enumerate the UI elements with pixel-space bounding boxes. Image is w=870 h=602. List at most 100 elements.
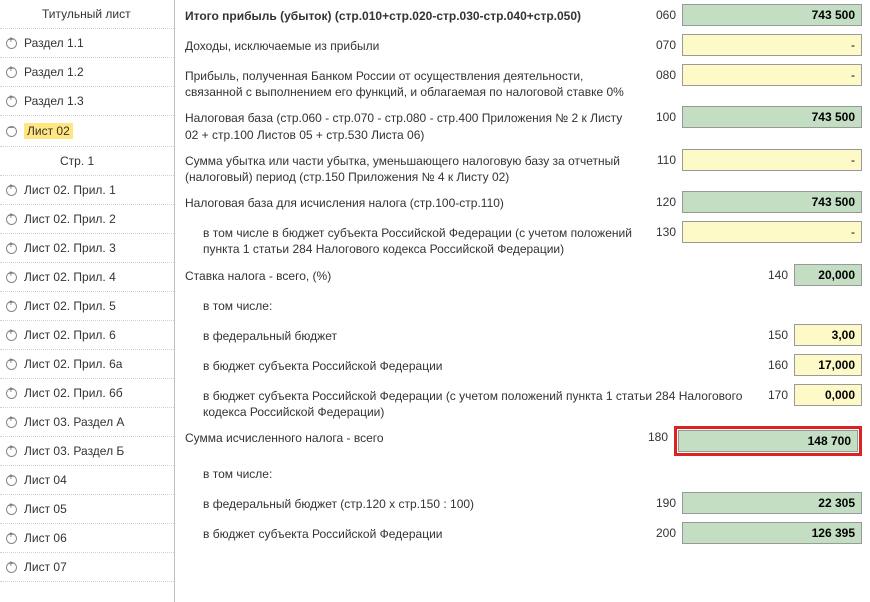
row-description: в бюджет субъекта Российской Федерации (185, 522, 646, 542)
form-rows: Итого прибыль (убыток) (стр.010+стр.020-… (185, 4, 862, 546)
value-field[interactable]: - (682, 221, 862, 243)
tree-item[interactable]: Лист 02. Прил. 6а (0, 350, 174, 379)
expand-icon[interactable] (6, 329, 18, 341)
form-row: Налоговая база для исчисления налога (ст… (185, 191, 862, 215)
field-wrapper: 743 500 (682, 106, 862, 128)
expand-icon[interactable] (6, 184, 18, 196)
expand-icon[interactable] (6, 242, 18, 254)
field-wrapper: 0,000 (794, 384, 862, 406)
form-row: в федеральный бюджет1503,00 (185, 324, 862, 348)
row-code: 170 (758, 384, 794, 402)
tree-item[interactable]: Лист 07 (0, 553, 174, 582)
field-wrapper: - (682, 64, 862, 86)
tree-item[interactable]: Лист 03. Раздел Б (0, 437, 174, 466)
row-code: 120 (646, 191, 682, 209)
expand-icon[interactable] (6, 300, 18, 312)
tree-item[interactable]: Лист 04 (0, 466, 174, 495)
expand-icon[interactable] (6, 271, 18, 283)
row-code: 130 (646, 221, 682, 239)
expand-icon[interactable] (6, 358, 18, 370)
tree-item-label: Лист 05 (24, 502, 67, 516)
tree-item-label: Титульный лист (42, 7, 131, 21)
expand-icon[interactable] (6, 416, 18, 428)
row-description: в федеральный бюджет (185, 324, 758, 344)
value-field[interactable]: 0,000 (794, 384, 862, 406)
form-row: Итого прибыль (убыток) (стр.010+стр.020-… (185, 4, 862, 28)
row-code: 160 (758, 354, 794, 372)
field-wrapper: 3,00 (794, 324, 862, 346)
value-field[interactable]: - (682, 64, 862, 86)
expand-icon[interactable] (6, 474, 18, 486)
row-code (646, 294, 682, 298)
value-field[interactable]: - (682, 149, 862, 171)
row-code: 110 (646, 149, 682, 167)
value-field: 743 500 (682, 4, 862, 26)
tree-item[interactable]: Лист 02. Прил. 3 (0, 234, 174, 263)
tree-item[interactable]: Лист 05 (0, 495, 174, 524)
form-panel: Итого прибыль (убыток) (стр.010+стр.020-… (175, 0, 870, 602)
tree-item[interactable]: Раздел 1.2 (0, 58, 174, 87)
tree-item[interactable]: Лист 06 (0, 524, 174, 553)
expand-icon[interactable] (6, 66, 18, 78)
tree-item-label: Лист 07 (24, 560, 67, 574)
tree-item-label: Лист 02 (24, 123, 73, 139)
row-code: 180 (638, 426, 674, 444)
row-code: 190 (646, 492, 682, 510)
tree-item[interactable]: Раздел 1.3 (0, 87, 174, 116)
form-row: в бюджет субъекта Российской Федерации16… (185, 354, 862, 378)
form-row: Прибыль, полученная Банком России от осу… (185, 64, 862, 100)
expand-icon[interactable] (6, 503, 18, 515)
expand-icon[interactable] (6, 532, 18, 544)
tree-item-label: Раздел 1.1 (24, 36, 84, 50)
value-field: 22 305 (682, 492, 862, 514)
value-field[interactable]: 3,00 (794, 324, 862, 346)
row-code: 100 (646, 106, 682, 124)
row-description: Налоговая база для исчисления налога (ст… (185, 191, 646, 211)
field-wrapper: 148 700 (674, 426, 862, 456)
expand-icon[interactable] (6, 445, 18, 457)
tree-item[interactable]: Лист 02. Прил. 2 (0, 205, 174, 234)
row-description: в федеральный бюджет (стр.120 х стр.150 … (185, 492, 646, 512)
tree-item-label: Лист 02. Прил. 6б (24, 386, 123, 400)
value-field: 126 395 (682, 522, 862, 544)
collapse-icon[interactable] (6, 125, 18, 137)
field-wrapper: - (682, 149, 862, 171)
value-field[interactable]: 17,000 (794, 354, 862, 376)
tree-item-label: Раздел 1.3 (24, 94, 84, 108)
field-wrapper: 126 395 (682, 522, 862, 544)
form-row: Сумма исчисленного налога - всего180148 … (185, 426, 862, 456)
tree-item[interactable]: Лист 02. Прил. 4 (0, 263, 174, 292)
value-field: 148 700 (678, 430, 858, 452)
row-code: 070 (646, 34, 682, 52)
row-description: Сумма убытка или части убытка, уменьшающ… (185, 149, 646, 185)
tree-item[interactable]: Лист 02. Прил. 1 (0, 176, 174, 205)
expand-icon[interactable] (6, 387, 18, 399)
row-description: в бюджет субъекта Российской Федерации (185, 354, 758, 374)
form-row: Налоговая база (стр.060 - стр.070 - стр.… (185, 106, 862, 142)
tree-item[interactable]: Стр. 1 (0, 147, 174, 176)
tree-item[interactable]: Лист 02. Прил. 5 (0, 292, 174, 321)
value-field[interactable]: - (682, 34, 862, 56)
tree-item[interactable]: Лист 02. Прил. 6б (0, 379, 174, 408)
expand-icon[interactable] (6, 95, 18, 107)
form-row: Ставка налога - всего, (%)14020,000 (185, 264, 862, 288)
expand-icon[interactable] (6, 213, 18, 225)
form-row: Сумма убытка или части убытка, уменьшающ… (185, 149, 862, 185)
tree-item-label: Лист 02. Прил. 5 (24, 299, 116, 313)
tree-item[interactable]: Титульный лист (0, 0, 174, 29)
tree-item-label: Лист 02. Прил. 1 (24, 183, 116, 197)
tree-item[interactable]: Лист 03. Раздел А (0, 408, 174, 437)
form-row: в федеральный бюджет (стр.120 х стр.150 … (185, 492, 862, 516)
row-description: в том числе в бюджет субъекта Российской… (185, 221, 646, 257)
expand-icon[interactable] (6, 561, 18, 573)
row-description: Налоговая база (стр.060 - стр.070 - стр.… (185, 106, 646, 142)
row-description: Итого прибыль (убыток) (стр.010+стр.020-… (185, 4, 646, 24)
tree-item[interactable]: Лист 02 (0, 116, 174, 147)
row-description: Ставка налога - всего, (%) (185, 264, 758, 284)
form-row: Доходы, исключаемые из прибыли070- (185, 34, 862, 58)
tree-item[interactable]: Раздел 1.1 (0, 29, 174, 58)
expand-icon[interactable] (6, 37, 18, 49)
row-description: в том числе: (185, 462, 646, 482)
tree-item[interactable]: Лист 02. Прил. 6 (0, 321, 174, 350)
tree-item-label: Лист 02. Прил. 6 (24, 328, 116, 342)
